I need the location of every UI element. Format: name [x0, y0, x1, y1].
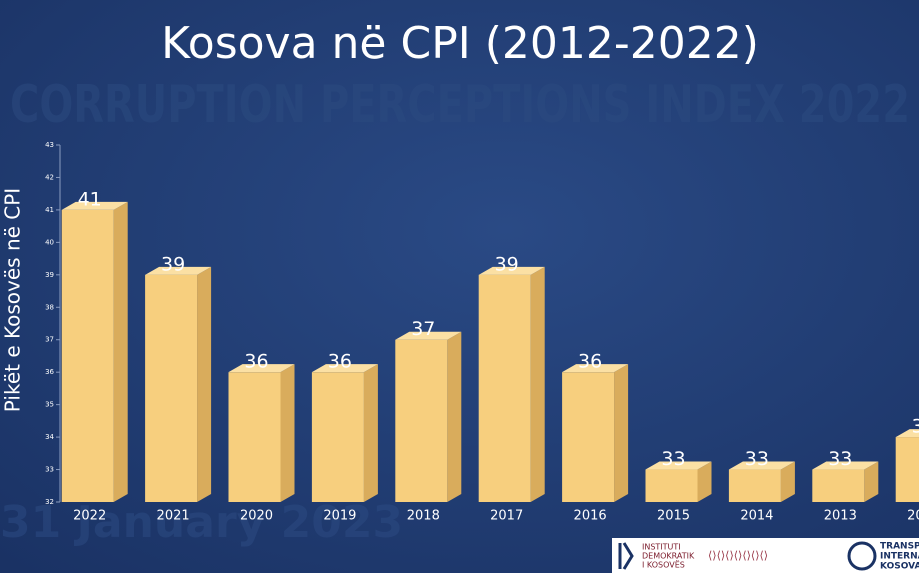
y-tick-label: 43: [45, 141, 54, 149]
value-label: 33: [745, 448, 769, 470]
value-label: 34: [912, 416, 919, 438]
bar: [895, 437, 919, 502]
chart-title: Kosova në CPI (2012-2022): [161, 18, 759, 69]
logo-ornament: ⟨⟩⟨⟩⟨⟩⟨⟩⟨⟩⟨⟩⟨⟩: [708, 549, 768, 562]
value-label: 33: [661, 448, 685, 470]
x-tick-label: 2013: [824, 509, 857, 524]
x-tick-label: 2022: [73, 509, 106, 524]
bar-side: [447, 331, 462, 502]
bar-top: [145, 266, 212, 275]
logo-mark: [618, 542, 634, 570]
bar-top: [395, 331, 462, 340]
bar: [812, 469, 865, 502]
value-label: 36: [578, 351, 602, 373]
value-label: 36: [328, 351, 352, 373]
bar: [311, 372, 364, 502]
x-tick-label: 2018: [407, 509, 440, 524]
logo-text: KOSOVA: [880, 562, 919, 572]
bar-side: [780, 461, 795, 502]
bar-side: [864, 461, 879, 502]
x-tick-label: 2014: [740, 509, 773, 524]
bar-top: [895, 429, 919, 438]
x-tick-label: 2019: [323, 509, 356, 524]
y-tick-label: 35: [45, 401, 54, 409]
logo-text: DEMOKRATIK: [642, 552, 695, 561]
bar: [562, 372, 615, 502]
y-tick-label: 38: [45, 303, 54, 311]
bar: [645, 469, 698, 502]
x-tick-label: 2021: [157, 509, 190, 524]
logos: INSTITUTI DEMOKRATIK I KOSOVËS ⟨⟩⟨⟩⟨⟩⟨⟩⟨…: [612, 538, 919, 573]
bar-top: [728, 461, 795, 470]
value-label: 39: [495, 253, 519, 275]
x-tick-label: 2012: [907, 509, 919, 524]
logo-circle: [847, 541, 877, 571]
bar-side: [614, 364, 629, 502]
bar: [61, 209, 114, 502]
bar-top: [311, 364, 378, 373]
bar: [145, 274, 198, 502]
watermark: CORRUPTION PERCEPTIONS INDEX 2022: [10, 75, 910, 135]
x-tick-label: 2020: [240, 509, 273, 524]
bar-side: [530, 266, 545, 502]
bar: [478, 274, 531, 502]
y-axis-label: Pikët e Kosovës në CPI: [1, 188, 25, 412]
bar-top: [562, 364, 629, 373]
bar-side: [280, 364, 295, 502]
logo-text: INSTITUTI: [642, 543, 681, 552]
y-tick-label: 37: [45, 336, 54, 344]
bar: [228, 372, 281, 502]
bar-top: [478, 266, 545, 275]
y-tick-label: 42: [45, 173, 54, 181]
logo-text: TRANSPARENCY: [880, 542, 919, 552]
x-tick-label: 2015: [657, 509, 690, 524]
bar-top: [812, 461, 879, 470]
bar-side: [113, 201, 128, 502]
value-label: 41: [78, 188, 102, 210]
bar: [728, 469, 781, 502]
value-label: 33: [828, 448, 852, 470]
bar-top: [645, 461, 712, 470]
logo-text: INTERNATIONAL: [880, 552, 919, 562]
y-tick-label: 34: [45, 433, 54, 441]
bar-top: [228, 364, 295, 373]
bar-side: [697, 461, 712, 502]
bar-top: [61, 201, 128, 210]
y-tick-label: 39: [45, 271, 54, 279]
x-tick-label: 2017: [490, 509, 523, 524]
bar-side: [363, 364, 378, 502]
bar: [395, 339, 448, 502]
x-tick-label: 2016: [574, 509, 607, 524]
y-tick-label: 33: [45, 466, 54, 474]
y-tick-label: 32: [45, 498, 54, 506]
logo-text: I KOSOVËS: [642, 560, 685, 570]
watermark-date: 31 January 2023: [0, 497, 403, 548]
y-tick-label: 40: [45, 238, 54, 246]
bar-side: [197, 266, 212, 502]
value-label: 36: [244, 351, 268, 373]
value-label: 39: [161, 253, 185, 275]
y-tick-label: 41: [45, 206, 54, 214]
value-label: 37: [411, 318, 435, 340]
y-tick-label: 36: [45, 368, 54, 376]
